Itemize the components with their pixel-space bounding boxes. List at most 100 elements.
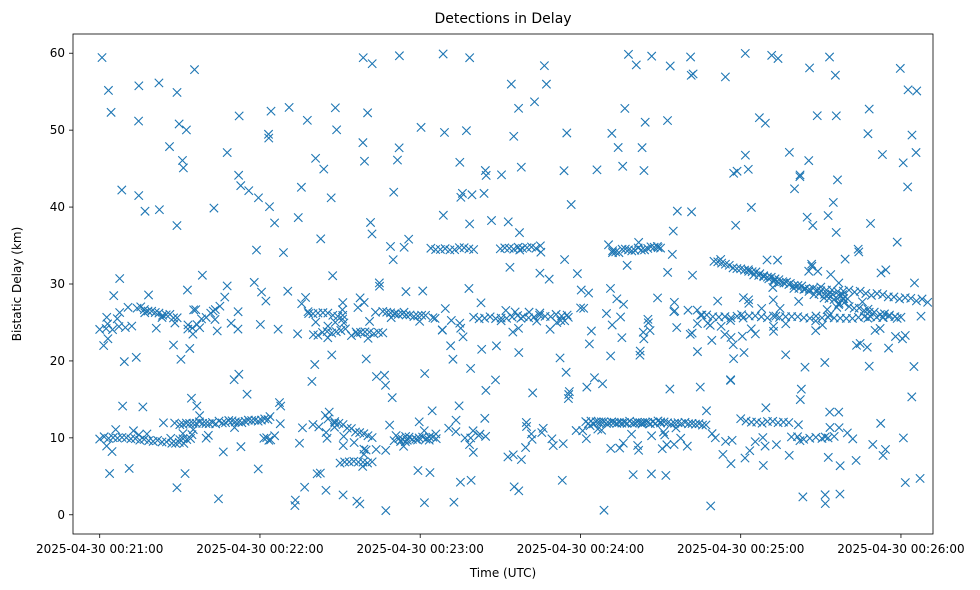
data-point-marker (210, 314, 220, 325)
data-point-marker (466, 363, 476, 374)
data-point-marker (302, 115, 312, 125)
data-point-marker (234, 111, 244, 121)
data-point-marker (476, 298, 486, 308)
data-point-marker (740, 453, 750, 463)
data-point-marker (367, 59, 377, 69)
data-point-marker (342, 423, 352, 433)
data-point-marker (481, 170, 491, 180)
data-point-marker (643, 318, 653, 328)
data-point-marker (182, 285, 193, 295)
data-point-marker (764, 274, 774, 284)
data-point-marker (911, 296, 922, 306)
data-point-marker (419, 498, 430, 508)
data-point-marker (658, 427, 669, 437)
data-point-marker (170, 438, 181, 448)
data-point-marker (655, 243, 666, 253)
data-point-marker (627, 246, 637, 256)
data-point-marker (382, 307, 392, 317)
data-point-marker (340, 457, 350, 467)
y-tick-label: 30 (50, 277, 65, 291)
data-point-marker (460, 433, 470, 443)
data-point-marker (878, 290, 888, 300)
data-point-marker (167, 438, 177, 448)
data-point-marker (745, 446, 755, 456)
data-point-marker (293, 329, 303, 339)
data-point-marker (233, 324, 243, 334)
data-point-marker (903, 182, 913, 192)
data-point-marker (620, 244, 630, 254)
data-point-marker (639, 245, 650, 255)
data-point-marker (844, 302, 854, 312)
data-point-marker (520, 442, 531, 453)
data-point-marker (794, 296, 804, 306)
data-point-marker (808, 220, 818, 231)
data-point-marker (907, 130, 917, 140)
data-point-marker (206, 308, 216, 318)
data-point-marker (481, 385, 491, 395)
data-point-marker (738, 293, 748, 303)
data-point-marker (771, 440, 782, 450)
data-point-marker (521, 421, 532, 432)
data-point-marker (451, 427, 461, 437)
data-point-marker (367, 229, 377, 239)
data-point-marker (637, 143, 647, 153)
data-point-marker (242, 389, 252, 399)
data-point-marker (529, 312, 539, 322)
data-point-marker (582, 382, 592, 392)
data-point-marker (868, 439, 878, 450)
data-point-marker (832, 175, 843, 185)
data-point-marker (662, 418, 673, 428)
data-point-marker (800, 362, 810, 372)
data-point-marker (513, 103, 524, 113)
data-point-marker (409, 311, 419, 322)
data-point-marker (440, 303, 450, 314)
data-point-marker (769, 276, 779, 286)
data-point-marker (158, 418, 169, 428)
data-point-marker (209, 203, 219, 213)
data-point-marker (427, 406, 437, 416)
data-point-marker (560, 254, 570, 265)
data-point-marker (579, 303, 589, 313)
data-point-marker (182, 434, 192, 445)
data-point-marker (676, 418, 687, 429)
data-point-marker (315, 468, 325, 478)
data-point-marker (256, 287, 267, 297)
data-point-marker (401, 310, 411, 320)
data-point-marker (835, 461, 845, 471)
data-point-marker (236, 181, 246, 191)
data-point-marker (255, 319, 265, 330)
data-point-marker (253, 464, 263, 474)
data-point-marker (876, 268, 886, 278)
data-point-marker (775, 303, 785, 314)
x-tick-label: 2025-04-30 00:21:00 (36, 542, 163, 556)
data-point-marker (615, 312, 626, 322)
data-point-marker (923, 297, 933, 307)
data-point-marker (613, 142, 623, 153)
data-point-marker (446, 341, 456, 351)
data-point-marker (481, 431, 491, 441)
data-point-marker (917, 294, 927, 304)
data-point-marker (269, 218, 280, 228)
data-point-marker (559, 166, 569, 176)
data-point-marker (486, 215, 497, 226)
data-point-marker (378, 328, 388, 338)
data-point-marker (607, 248, 618, 258)
data-point-marker (562, 128, 572, 138)
data-point-marker (350, 427, 361, 437)
data-point-marker (583, 288, 594, 298)
data-point-marker (117, 432, 127, 443)
data-point-marker (480, 413, 490, 423)
data-point-marker (824, 310, 835, 320)
data-point-marker (687, 418, 697, 429)
data-point-marker (365, 217, 376, 228)
data-point-marker (244, 186, 254, 196)
data-point-marker (620, 103, 630, 114)
data-point-marker (909, 361, 919, 372)
data-point-marker (697, 420, 708, 430)
data-point-marker (576, 285, 586, 295)
data-point-marker (546, 312, 556, 322)
data-point-marker (253, 416, 263, 426)
data-point-marker (890, 331, 901, 342)
data-point-marker (813, 266, 823, 276)
data-point-marker (338, 298, 348, 308)
